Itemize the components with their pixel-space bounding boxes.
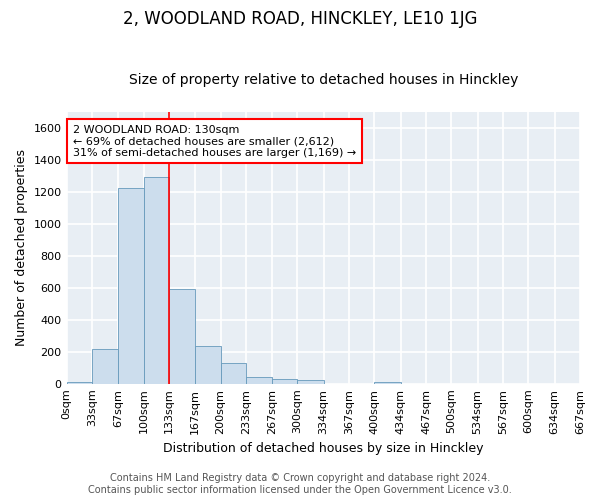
Bar <box>374 382 401 384</box>
Text: 2, WOODLAND ROAD, HINCKLEY, LE10 1JG: 2, WOODLAND ROAD, HINCKLEY, LE10 1JG <box>123 10 477 28</box>
Bar <box>67 382 92 384</box>
Bar <box>169 288 195 384</box>
Text: 2 WOODLAND ROAD: 130sqm
← 69% of detached houses are smaller (2,612)
31% of semi: 2 WOODLAND ROAD: 130sqm ← 69% of detache… <box>73 124 356 158</box>
Text: Contains HM Land Registry data © Crown copyright and database right 2024.
Contai: Contains HM Land Registry data © Crown c… <box>88 474 512 495</box>
Bar <box>298 380 323 384</box>
Bar <box>272 379 298 384</box>
Bar <box>92 348 118 384</box>
Bar <box>221 363 246 384</box>
Bar <box>118 188 143 384</box>
Bar <box>143 178 169 384</box>
Title: Size of property relative to detached houses in Hinckley: Size of property relative to detached ho… <box>128 73 518 87</box>
Bar <box>195 346 221 384</box>
Bar <box>246 376 272 384</box>
Y-axis label: Number of detached properties: Number of detached properties <box>15 150 28 346</box>
X-axis label: Distribution of detached houses by size in Hinckley: Distribution of detached houses by size … <box>163 442 484 455</box>
